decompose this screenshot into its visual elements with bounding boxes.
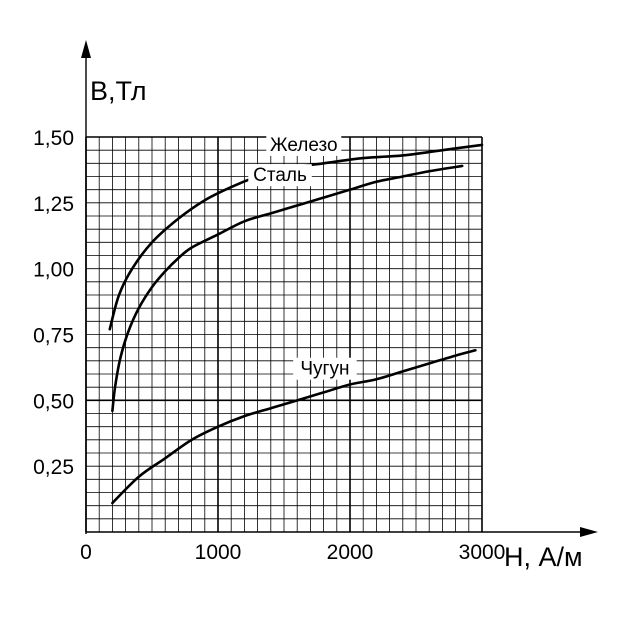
chart-curves: [108, 143, 484, 505]
chart-axes: [81, 40, 598, 537]
y-axis-title: B,Тл: [90, 76, 147, 106]
x-axis-title: H, А/м: [504, 542, 583, 572]
series-label-background: [266, 133, 342, 156]
x-axis-arrow: [580, 527, 598, 537]
y-tick-label: 0,50: [33, 390, 74, 413]
series-curve: [108, 143, 484, 331]
y-tick-label: 1,00: [33, 259, 74, 282]
series-label: Сталь: [253, 165, 307, 186]
series-curve: [111, 349, 477, 505]
y-tick-label: 0,25: [33, 456, 74, 479]
x-tick-label: 2000: [327, 541, 374, 564]
series-label-background: [293, 357, 357, 380]
x-tick-label: 0: [80, 541, 92, 564]
y-tick-label: 0,75: [33, 325, 74, 348]
series-label: Чугун: [300, 359, 349, 380]
series-label: Железо: [270, 135, 338, 156]
y-tick-label: 1,25: [33, 193, 74, 216]
y-tick-label: 1,50: [33, 127, 74, 150]
y-axis-arrow: [81, 40, 91, 58]
x-tick-label: 3000: [459, 541, 506, 564]
chart-tick-labels: 0 1000 2000 3000 0,25 0,50 0,75 1,00 1,25 1,50: [33, 127, 505, 564]
x-tick-label: 1000: [195, 541, 242, 564]
series-curve: [111, 164, 464, 413]
series-label-background: [248, 164, 312, 187]
chart-series-labels: Железо Сталь Чугун: [248, 133, 357, 380]
